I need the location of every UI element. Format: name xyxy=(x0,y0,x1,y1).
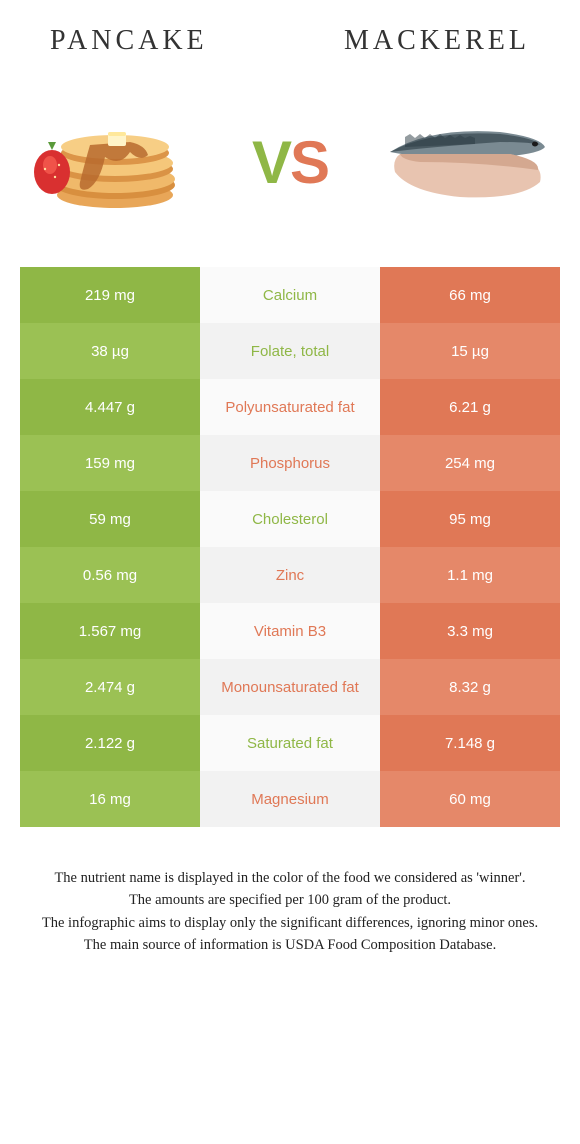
nutrient-label-cell: Magnesium xyxy=(200,771,380,827)
table-row: 1.567 mgVitamin B33.3 mg xyxy=(20,603,560,659)
comparison-images-row: VS xyxy=(20,107,560,217)
footer-line: The infographic aims to display only the… xyxy=(35,912,545,934)
vs-label: VS xyxy=(252,128,328,197)
value-left-cell: 2.122 g xyxy=(20,715,200,771)
table-row: 2.474 gMonounsaturated fat8.32 g xyxy=(20,659,560,715)
nutrient-label-cell: Cholesterol xyxy=(200,491,380,547)
value-left-cell: 219 mg xyxy=(20,267,200,323)
value-right-cell: 3.3 mg xyxy=(380,603,560,659)
table-row: 59 mgCholesterol95 mg xyxy=(20,491,560,547)
nutrient-label-cell: Phosphorus xyxy=(200,435,380,491)
left-food-title: PANCAKE xyxy=(50,25,208,57)
pancake-image xyxy=(30,107,200,217)
nutrient-label-cell: Polyunsaturated fat xyxy=(200,379,380,435)
value-right-cell: 15 µg xyxy=(380,323,560,379)
value-left-cell: 16 mg xyxy=(20,771,200,827)
footer-line: The main source of information is USDA F… xyxy=(35,934,545,956)
right-food-title: MACKEREL xyxy=(344,25,530,57)
footer-line: The amounts are specified per 100 gram o… xyxy=(35,889,545,911)
table-row: 38 µgFolate, total15 µg xyxy=(20,323,560,379)
table-row: 219 mgCalcium66 mg xyxy=(20,267,560,323)
value-left-cell: 0.56 mg xyxy=(20,547,200,603)
nutrient-label-cell: Calcium xyxy=(200,267,380,323)
value-right-cell: 66 mg xyxy=(380,267,560,323)
nutrient-label-cell: Saturated fat xyxy=(200,715,380,771)
nutrient-label-cell: Folate, total xyxy=(200,323,380,379)
value-right-cell: 95 mg xyxy=(380,491,560,547)
value-right-cell: 1.1 mg xyxy=(380,547,560,603)
value-left-cell: 159 mg xyxy=(20,435,200,491)
footer-notes: The nutrient name is displayed in the co… xyxy=(20,867,560,957)
table-row: 0.56 mgZinc1.1 mg xyxy=(20,547,560,603)
header: PANCAKE MACKEREL xyxy=(20,25,560,57)
nutrient-comparison-table: 219 mgCalcium66 mg38 µgFolate, total15 µ… xyxy=(20,267,560,827)
value-right-cell: 60 mg xyxy=(380,771,560,827)
mackerel-image xyxy=(380,107,550,217)
nutrient-label-cell: Monounsaturated fat xyxy=(200,659,380,715)
nutrient-label-cell: Vitamin B3 xyxy=(200,603,380,659)
value-right-cell: 8.32 g xyxy=(380,659,560,715)
value-left-cell: 38 µg xyxy=(20,323,200,379)
nutrient-label-cell: Zinc xyxy=(200,547,380,603)
value-right-cell: 6.21 g xyxy=(380,379,560,435)
footer-line: The nutrient name is displayed in the co… xyxy=(35,867,545,889)
value-left-cell: 1.567 mg xyxy=(20,603,200,659)
value-left-cell: 2.474 g xyxy=(20,659,200,715)
table-row: 159 mgPhosphorus254 mg xyxy=(20,435,560,491)
table-row: 4.447 gPolyunsaturated fat6.21 g xyxy=(20,379,560,435)
vs-v-letter: V xyxy=(252,129,290,196)
value-left-cell: 4.447 g xyxy=(20,379,200,435)
value-right-cell: 254 mg xyxy=(380,435,560,491)
table-row: 2.122 gSaturated fat7.148 g xyxy=(20,715,560,771)
value-right-cell: 7.148 g xyxy=(380,715,560,771)
table-row: 16 mgMagnesium60 mg xyxy=(20,771,560,827)
value-left-cell: 59 mg xyxy=(20,491,200,547)
vs-s-letter: S xyxy=(290,129,328,196)
